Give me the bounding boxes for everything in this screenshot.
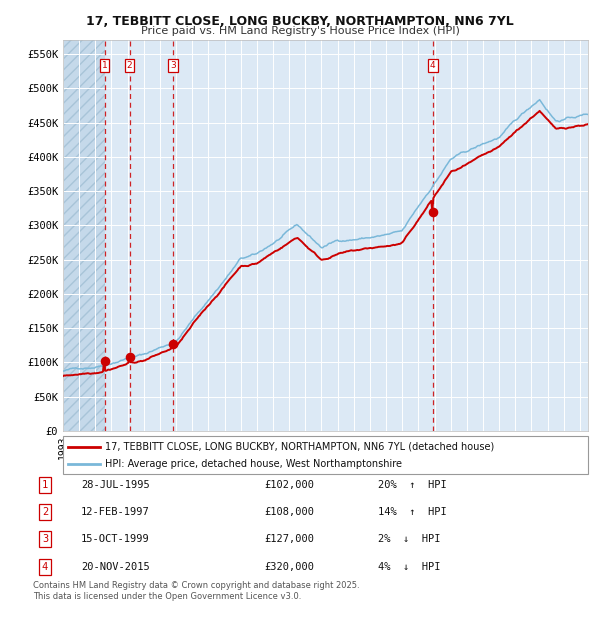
Text: Contains HM Land Registry data © Crown copyright and database right 2025.: Contains HM Land Registry data © Crown c… xyxy=(33,581,359,590)
Text: £102,000: £102,000 xyxy=(264,480,314,490)
Text: 20-NOV-2015: 20-NOV-2015 xyxy=(81,562,150,572)
Text: 15-OCT-1999: 15-OCT-1999 xyxy=(81,534,150,544)
Text: 17, TEBBITT CLOSE, LONG BUCKBY, NORTHAMPTON, NN6 7YL: 17, TEBBITT CLOSE, LONG BUCKBY, NORTHAMP… xyxy=(86,15,514,28)
Text: 28-JUL-1995: 28-JUL-1995 xyxy=(81,480,150,490)
FancyBboxPatch shape xyxy=(63,436,588,474)
Point xyxy=(100,356,109,366)
Bar xyxy=(63,40,104,431)
Text: Price paid vs. HM Land Registry's House Price Index (HPI): Price paid vs. HM Land Registry's House … xyxy=(140,26,460,36)
Text: 4: 4 xyxy=(42,562,48,572)
Text: 4: 4 xyxy=(430,61,436,70)
Text: 4%  ↓  HPI: 4% ↓ HPI xyxy=(378,562,440,572)
Text: 1: 1 xyxy=(42,480,48,490)
Text: 14%  ↑  HPI: 14% ↑ HPI xyxy=(378,507,447,517)
Text: 2%  ↓  HPI: 2% ↓ HPI xyxy=(378,534,440,544)
Text: £127,000: £127,000 xyxy=(264,534,314,544)
Text: 3: 3 xyxy=(170,61,176,70)
Text: 17, TEBBITT CLOSE, LONG BUCKBY, NORTHAMPTON, NN6 7YL (detached house): 17, TEBBITT CLOSE, LONG BUCKBY, NORTHAMP… xyxy=(105,441,494,451)
Text: 3: 3 xyxy=(42,534,48,544)
Text: 1: 1 xyxy=(101,61,107,70)
Text: £108,000: £108,000 xyxy=(264,507,314,517)
Text: 2: 2 xyxy=(127,61,133,70)
Text: HPI: Average price, detached house, West Northamptonshire: HPI: Average price, detached house, West… xyxy=(105,459,402,469)
Text: This data is licensed under the Open Government Licence v3.0.: This data is licensed under the Open Gov… xyxy=(33,592,301,601)
Text: £320,000: £320,000 xyxy=(264,562,314,572)
Text: 2: 2 xyxy=(42,507,48,517)
Point xyxy=(125,352,134,362)
Text: 20%  ↑  HPI: 20% ↑ HPI xyxy=(378,480,447,490)
Point xyxy=(168,339,178,349)
Point xyxy=(428,206,437,216)
Text: 12-FEB-1997: 12-FEB-1997 xyxy=(81,507,150,517)
